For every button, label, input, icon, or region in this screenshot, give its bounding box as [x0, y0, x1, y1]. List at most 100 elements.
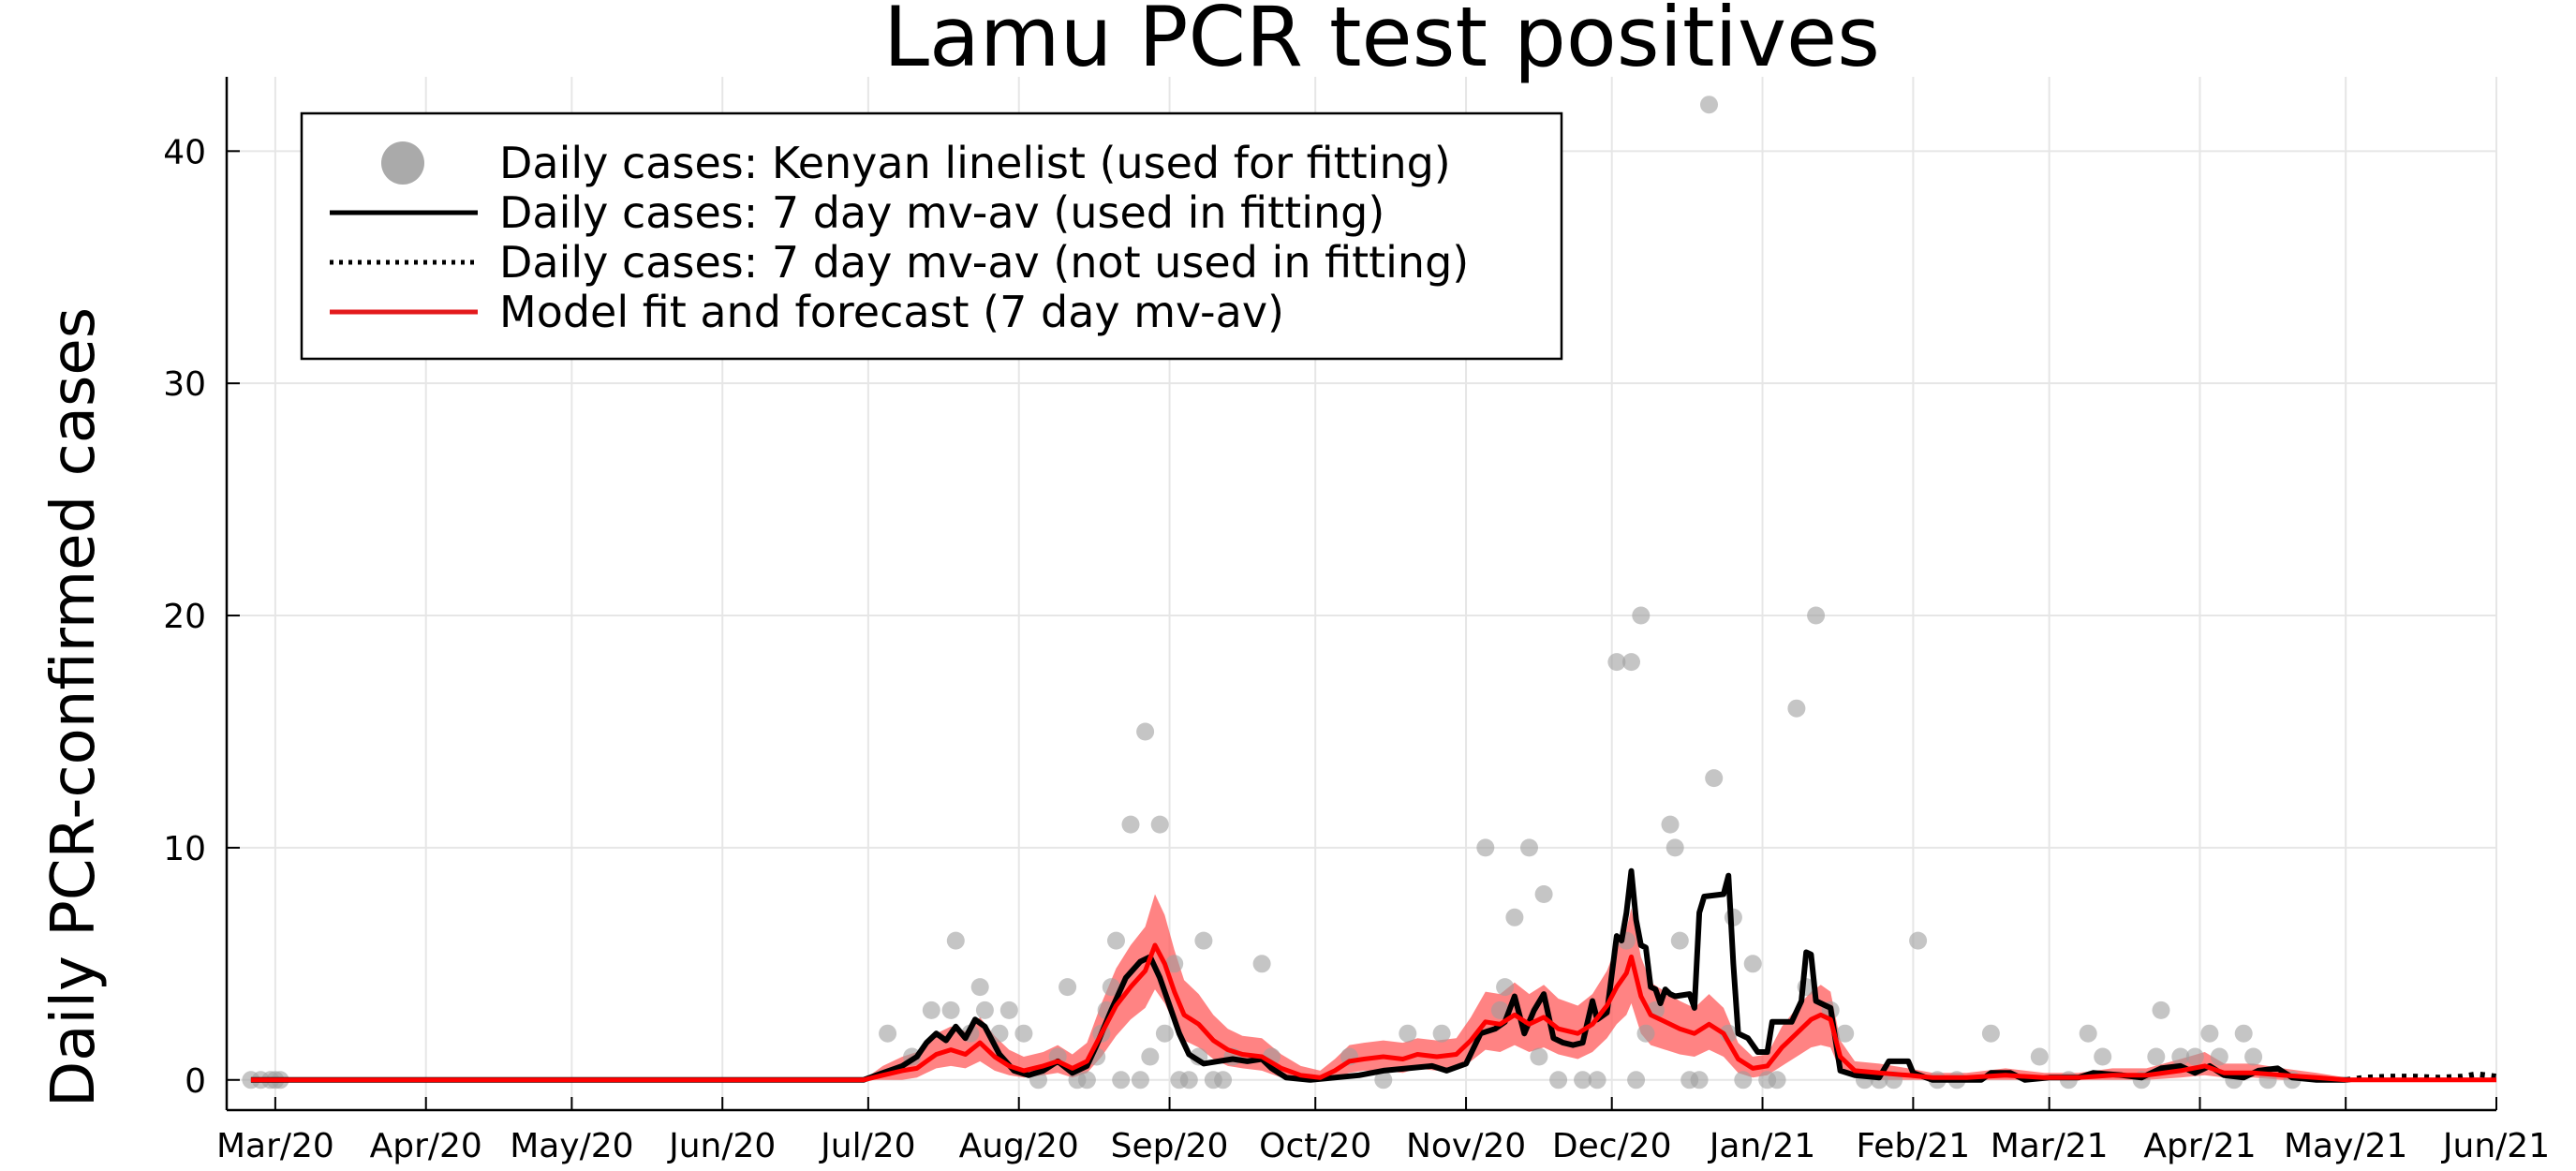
x-tick-label: Nov/20 — [1406, 1127, 1526, 1165]
legend-label: Model fit and forecast (7 day mv-av) — [499, 287, 1284, 337]
daily-case-point — [1150, 815, 1169, 834]
y-tick-label: 0 — [185, 1062, 206, 1101]
daily-case-point — [1574, 1071, 1592, 1089]
daily-case-point — [1520, 838, 1538, 857]
daily-case-point — [2079, 1024, 2097, 1043]
daily-case-point — [2152, 1001, 2170, 1019]
daily-case-point — [2210, 1047, 2228, 1066]
legend-label: Daily cases: 7 day mv-av (not used in fi… — [499, 237, 1469, 288]
daily-case-point — [1836, 1024, 1855, 1043]
y-axis-ticks: 0 10 20 30 40 — [163, 133, 240, 1101]
daily-case-point — [1632, 606, 1651, 625]
daily-case-point — [1059, 978, 1077, 997]
daily-case-point — [922, 1001, 940, 1019]
legend-label: Daily cases: 7 day mv-av (used in fittin… — [499, 187, 1384, 238]
daily-case-point — [970, 978, 989, 997]
daily-case-point — [1014, 1024, 1033, 1043]
daily-case-point — [1636, 1024, 1655, 1043]
x-tick-label: Jun/20 — [667, 1127, 776, 1165]
y-tick-label: 40 — [163, 133, 206, 171]
daily-case-point — [1131, 1071, 1149, 1089]
daily-case-point — [1705, 769, 1724, 788]
daily-case-point — [1214, 1071, 1233, 1089]
x-tick-label: Apr/20 — [370, 1127, 482, 1165]
daily-case-point — [1666, 838, 1684, 857]
legend-box — [300, 111, 1563, 361]
x-tick-label: Jul/20 — [819, 1127, 915, 1165]
daily-case-point — [1700, 96, 1718, 114]
y-axis-label: Daily PCR-confirmed cases — [39, 307, 109, 1107]
daily-case-point — [1374, 1071, 1393, 1089]
y-tick-label: 20 — [163, 598, 206, 636]
daily-case-point — [1534, 885, 1553, 903]
axes — [225, 77, 2496, 1112]
daily-case-point — [1505, 908, 1524, 926]
daily-case-point — [2185, 1047, 2204, 1066]
x-tick-label: Feb/21 — [1857, 1127, 1971, 1165]
daily-case-point — [1155, 1024, 1174, 1043]
daily-case-point — [1909, 931, 1928, 950]
daily-case-point — [1476, 838, 1495, 857]
daily-case-point — [1121, 815, 1140, 834]
legend-marker-icon — [381, 141, 424, 185]
x-tick-label: Dec/20 — [1552, 1127, 1672, 1165]
y-tick-label: 10 — [163, 830, 206, 868]
daily-case-point — [1734, 1071, 1753, 1089]
daily-case-point — [1607, 653, 1626, 672]
daily-case-point — [1165, 955, 1184, 973]
model-fit-line — [250, 942, 2496, 1083]
daily-case-point — [1787, 699, 1806, 718]
daily-case-point — [1622, 653, 1640, 672]
x-tick-label: Aug/20 — [959, 1127, 1079, 1165]
daily-case-point — [946, 931, 965, 950]
mv-av-not-used-line — [2345, 1071, 2497, 1083]
daily-case-point — [1141, 1047, 1160, 1066]
x-tick-label: May/20 — [510, 1127, 633, 1165]
daily-case-point — [1107, 931, 1125, 950]
daily-case-point — [1136, 722, 1155, 741]
daily-case-point — [2030, 1047, 2049, 1066]
daily-case-point — [975, 1001, 994, 1019]
daily-case-point — [999, 1001, 1018, 1019]
daily-case-point — [1807, 606, 1826, 625]
model-uncertainty-band — [863, 894, 2497, 1080]
x-tick-label: Sep/20 — [1111, 1127, 1229, 1165]
x-tick-label: Apr/21 — [2143, 1127, 2256, 1165]
y-tick-label: 30 — [163, 365, 206, 404]
daily-case-point — [879, 1024, 897, 1043]
x-tick-label: Jun/21 — [2441, 1127, 2550, 1165]
daily-case-point — [1743, 955, 1762, 973]
daily-case-point — [1549, 1071, 1568, 1089]
x-tick-label: Mar/21 — [1991, 1127, 2109, 1165]
daily-case-point — [990, 1024, 1009, 1043]
daily-case-point — [1112, 1071, 1131, 1089]
daily-case-point — [2244, 1047, 2263, 1066]
daily-case-point — [2171, 1047, 2190, 1066]
daily-case-point — [1252, 955, 1271, 973]
daily-case-point — [2234, 1024, 2253, 1043]
model-band-area — [863, 894, 2497, 1080]
x-tick-label: Oct/20 — [1259, 1127, 1371, 1165]
daily-case-point — [1627, 1071, 1646, 1089]
daily-case-point — [1661, 815, 1680, 834]
daily-case-point — [1490, 1001, 1509, 1019]
daily-case-point — [1194, 931, 1213, 950]
daily-case-point — [1588, 1071, 1606, 1089]
x-tick-label: Jan/21 — [1708, 1127, 1815, 1165]
daily-case-point — [1432, 1024, 1451, 1043]
daily-case-point — [1670, 931, 1689, 950]
daily-case-point — [2147, 1047, 2166, 1066]
daily-case-point — [1077, 1071, 1096, 1089]
x-tick-label: May/21 — [2284, 1127, 2407, 1165]
daily-case-point — [1179, 1071, 1198, 1089]
daily-case-point — [941, 1001, 960, 1019]
x-tick-label: Mar/20 — [216, 1127, 334, 1165]
series-lines — [250, 867, 2497, 1083]
daily-case-point — [2200, 1024, 2219, 1043]
daily-case-point — [1496, 978, 1515, 997]
legend: Daily cases: Kenyan linelist (used for f… — [300, 111, 1563, 361]
x-axis-ticks: Mar/20 Apr/20 May/20 Jun/20 Jul/20 Aug/20 Sep/… — [216, 1097, 2550, 1165]
chart-title: Lamu PCR test positives — [883, 0, 1880, 85]
daily-case-point — [2094, 1047, 2112, 1066]
